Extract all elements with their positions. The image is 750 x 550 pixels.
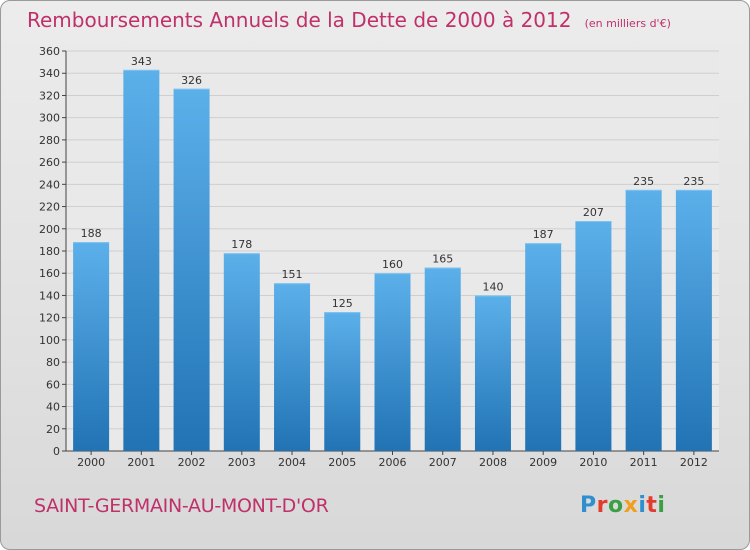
bar-2007 <box>424 267 461 451</box>
logo-letter: r <box>596 493 608 518</box>
data-label: 160 <box>382 258 403 271</box>
x-tick-label: 2000 <box>77 456 105 469</box>
data-label: 125 <box>332 297 353 310</box>
y-tick-label: 0 <box>53 445 60 458</box>
bar-2005 <box>324 312 361 451</box>
logo-letter: o <box>607 493 624 518</box>
logo-letter: x <box>623 493 639 518</box>
y-tick-label: 200 <box>39 223 60 236</box>
x-tick-label: 2010 <box>579 456 607 469</box>
y-tick-label: 80 <box>46 356 60 369</box>
data-label: 235 <box>633 175 654 188</box>
proxiti-logo[interactable]: Proxiti <box>580 493 665 518</box>
y-tick-label: 160 <box>39 267 60 280</box>
y-tick-label: 360 <box>39 45 60 58</box>
y-tick-label: 40 <box>46 401 60 414</box>
bar-2009 <box>525 243 562 451</box>
y-tick-label: 220 <box>39 201 60 214</box>
bar-2008 <box>474 295 511 451</box>
y-tick-label: 280 <box>39 134 60 147</box>
data-label: 165 <box>432 253 453 266</box>
bar-2000 <box>73 242 110 451</box>
x-tick-label: 2001 <box>127 456 155 469</box>
data-label: 187 <box>533 228 554 241</box>
y-tick-label: 320 <box>39 89 60 102</box>
y-tick-label: 340 <box>39 67 60 80</box>
y-tick-label: 120 <box>39 312 60 325</box>
data-label: 326 <box>181 74 202 87</box>
data-label: 207 <box>583 206 604 219</box>
bar-2006 <box>374 273 411 451</box>
logo-letter: t <box>646 493 658 518</box>
bar-2002 <box>173 88 210 452</box>
chart-subtitle: (en milliers d'€) <box>584 17 671 30</box>
logo-letter: i <box>638 493 647 518</box>
bar-2003 <box>223 253 260 451</box>
x-tick-label: 2002 <box>178 456 206 469</box>
x-tick-label: 2006 <box>379 456 407 469</box>
y-tick-label: 100 <box>39 334 60 347</box>
data-label: 188 <box>81 227 102 240</box>
x-tick-label: 2003 <box>228 456 256 469</box>
data-label: 343 <box>131 55 152 68</box>
bar-2001 <box>123 69 160 451</box>
logo-letter: i <box>657 493 666 518</box>
data-label: 235 <box>683 175 704 188</box>
x-tick-label: 2011 <box>630 456 658 469</box>
bar-2011 <box>625 189 662 451</box>
commune-name: SAINT-GERMAIN-AU-MONT-D'OR <box>34 495 329 517</box>
data-label: 151 <box>282 268 303 281</box>
y-tick-label: 140 <box>39 289 60 302</box>
bar-2010 <box>575 221 612 451</box>
chart-header: Remboursements Annuels de la Dette de 20… <box>27 8 671 32</box>
y-tick-label: 260 <box>39 156 60 169</box>
logo-letter: P <box>580 493 597 518</box>
x-tick-label: 2009 <box>529 456 557 469</box>
x-tick-label: 2007 <box>429 456 457 469</box>
x-tick-label: 2012 <box>680 456 708 469</box>
x-tick-label: 2005 <box>328 456 356 469</box>
x-tick-label: 2008 <box>479 456 507 469</box>
y-tick-label: 60 <box>46 378 60 391</box>
bar-2012 <box>675 189 712 451</box>
x-tick-label: 2004 <box>278 456 306 469</box>
data-label: 178 <box>231 238 252 251</box>
y-tick-label: 240 <box>39 178 60 191</box>
y-tick-label: 20 <box>46 423 60 436</box>
bar-2004 <box>274 283 311 451</box>
data-label: 140 <box>482 280 503 293</box>
y-tick-label: 300 <box>39 112 60 125</box>
chart-title: Remboursements Annuels de la Dette de 20… <box>27 8 572 32</box>
y-tick-label: 180 <box>39 245 60 258</box>
